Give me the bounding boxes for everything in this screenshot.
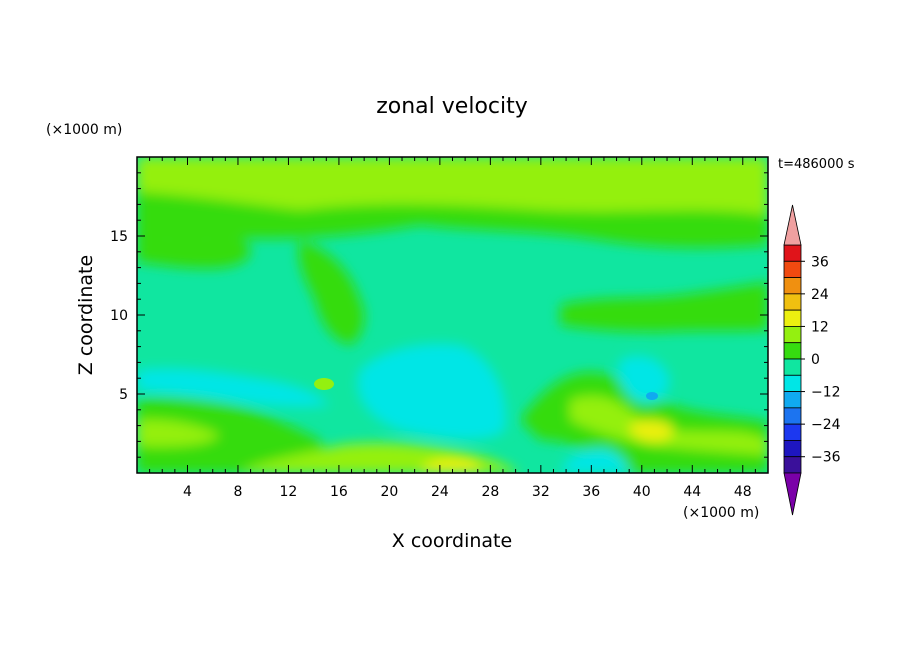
x-axis-label: X coordinate (392, 530, 512, 552)
colorbar-box (783, 391, 802, 409)
x-tick-label: 4 (183, 484, 192, 500)
mid-cyan-blob (357, 343, 506, 440)
right-yellowgreen-streak (570, 396, 768, 455)
x-tick-label: 16 (330, 484, 348, 500)
lower-left-yellowgreen (137, 419, 220, 447)
x-tick-label: 36 (582, 484, 600, 500)
x-ticks: 4 8 12 16 20 24 28 32 36 40 44 48 (149, 157, 756, 500)
contour-field (137, 157, 768, 473)
x-tick-label: 48 (734, 484, 752, 500)
upper-left-greenblob (137, 238, 251, 269)
colorbar-box (783, 407, 802, 425)
colorbar-tick-label: −36 (811, 450, 841, 466)
upper-band-green (137, 192, 768, 248)
y-tick-label: 15 (110, 229, 128, 245)
colorbar-box (783, 440, 802, 458)
colorbar-tick-label: 12 (811, 319, 829, 335)
central-green-tongue (298, 240, 365, 345)
x-tick-label: 40 (633, 484, 651, 500)
colorbar-max-arrow (783, 204, 802, 246)
x-tick-label: 32 (532, 484, 550, 500)
colorbar-tick-label: −24 (811, 417, 841, 433)
y-ticks: 5 10 15 (110, 172, 768, 458)
colorbar-box (783, 423, 802, 441)
colorbar-tick-label: 36 (811, 254, 829, 270)
x-tick-label: 28 (481, 484, 499, 500)
y-unit-label: (×1000 m) (46, 122, 122, 138)
colorbar-min-arrow (783, 472, 802, 516)
bottom-cyan-patch (560, 448, 629, 473)
colorbar-tick-label: 24 (811, 287, 829, 303)
right-cyan-patch (618, 355, 670, 404)
time-label: t=486000 s (778, 157, 855, 172)
colorbar-box (783, 244, 802, 262)
top-streak-yellowgreen (137, 160, 768, 177)
colorbar-box (783, 358, 802, 376)
x-tick-label: 20 (380, 484, 398, 500)
left-cyan-streak (137, 368, 330, 408)
colorbar-tick-label: 0 (811, 352, 820, 368)
x-unit-label: (×1000 m) (683, 505, 759, 521)
x-tick-label: 8 (233, 484, 242, 500)
y-axis-label: Z coordinate (75, 255, 97, 375)
colorbar-box (783, 309, 802, 327)
colorbar-box (783, 374, 802, 392)
colorbar-box (783, 260, 802, 278)
x-tick-label: 24 (431, 484, 449, 500)
chart-title: zonal velocity (376, 94, 528, 119)
colorbar-tick-label: −12 (811, 385, 841, 401)
lower-left-greenband (137, 397, 330, 473)
colorbar-box (783, 456, 802, 474)
y-tick-label: 10 (110, 308, 128, 324)
yellow-hotspot (629, 419, 674, 442)
x-tick-label: 12 (280, 484, 298, 500)
colorbar-box (783, 293, 802, 311)
colorbar-box (783, 342, 802, 360)
right-green-patches (560, 282, 768, 332)
colorbar-box (783, 326, 802, 344)
colorbar-box (783, 277, 802, 295)
y-tick-label: 5 (119, 387, 128, 403)
blue-spot (646, 392, 658, 400)
yellowgreen-spot (314, 378, 334, 390)
x-tick-label: 44 (683, 484, 701, 500)
colorbar: 36 24 12 0 −12 −24 −36 (783, 204, 841, 516)
